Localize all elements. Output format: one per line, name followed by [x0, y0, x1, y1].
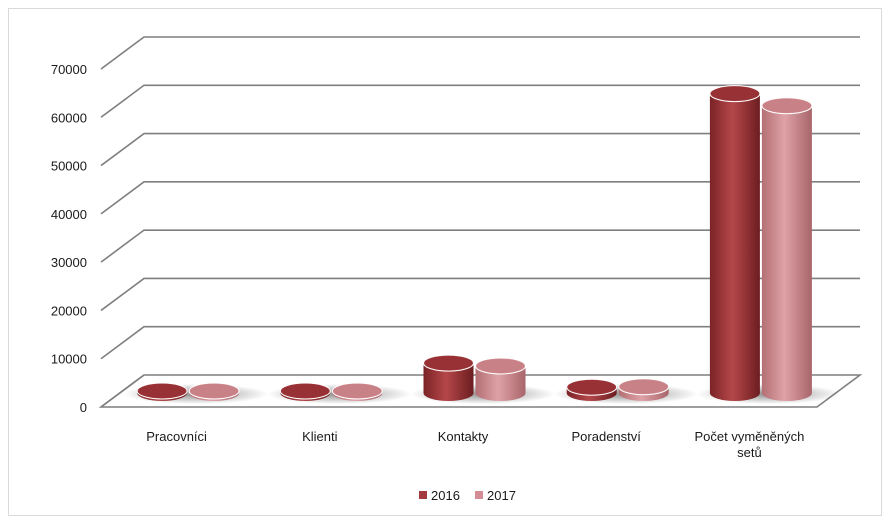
x-tick-label: Počet vyměněných setů: [694, 429, 804, 460]
y-tick-label: 50000: [51, 159, 87, 174]
y-tick-label: 40000: [51, 207, 87, 222]
legend-swatch: [419, 491, 427, 499]
y-tick-label: 0: [80, 400, 87, 415]
bar: [566, 378, 618, 401]
x-tick-label: Kontakty: [438, 429, 489, 444]
y-tick-label: 70000: [51, 62, 87, 77]
axis-edge: [100, 374, 145, 408]
bar: [331, 382, 383, 401]
y-tick-label: 20000: [51, 303, 87, 318]
bar: [475, 357, 526, 401]
y-tick-label: 60000: [51, 110, 87, 125]
legend-label: 2017: [487, 488, 516, 503]
grid-lines: [100, 36, 860, 360]
bar-top-shade: [281, 384, 330, 398]
bar-top-shade: [190, 384, 239, 398]
gridline: [100, 277, 860, 312]
bar-top-shade: [333, 384, 382, 398]
gridline: [100, 325, 860, 360]
bar-top-shade: [424, 356, 473, 371]
bar-top-shade: [476, 358, 525, 373]
bar: [136, 382, 188, 401]
bar-top-shade: [567, 380, 616, 395]
bar: [761, 97, 813, 401]
bar-body: [423, 363, 474, 401]
chart-frame: 0 10000 20000 30000 40000 50000 60000 70000 Pra…: [8, 8, 882, 516]
legend-swatch: [475, 491, 483, 499]
bar-top-shade: [710, 86, 759, 101]
bar-body: [761, 105, 812, 401]
bar: [423, 354, 474, 401]
legend: 2016 2017: [419, 488, 516, 503]
x-tick-label: Pracovníci: [146, 429, 207, 444]
bar: [279, 382, 331, 401]
legend-label: 2016: [431, 488, 460, 503]
bar-top-shade: [762, 98, 811, 113]
x-tick-label: Poradenství: [572, 429, 642, 444]
y-tick-label: 10000: [51, 352, 87, 367]
bar-body: [475, 365, 526, 401]
bar-body: [709, 93, 760, 401]
bar: [709, 85, 761, 401]
bar-chart: 0 10000 20000 30000 40000 50000 60000 70000 Pra…: [51, 36, 863, 503]
gridline: [100, 181, 860, 215]
x-tick-label: Klienti: [302, 429, 338, 444]
y-axis-ticks: 0 10000 20000 30000 40000 50000 60000 70000: [51, 62, 87, 415]
gridline: [100, 36, 860, 70]
bar: [618, 378, 670, 401]
bar-top-shade: [619, 379, 668, 394]
gridline: [100, 84, 860, 118]
gridline: [100, 132, 860, 167]
y-tick-label: 30000: [51, 255, 87, 270]
bar-top-shade: [138, 384, 187, 398]
x-axis-labels: Pracovníci Klienti Kontakty Poradenství Poče…: [146, 429, 804, 460]
gridline: [100, 229, 860, 263]
bar: [188, 382, 240, 401]
bars: [124, 85, 841, 404]
